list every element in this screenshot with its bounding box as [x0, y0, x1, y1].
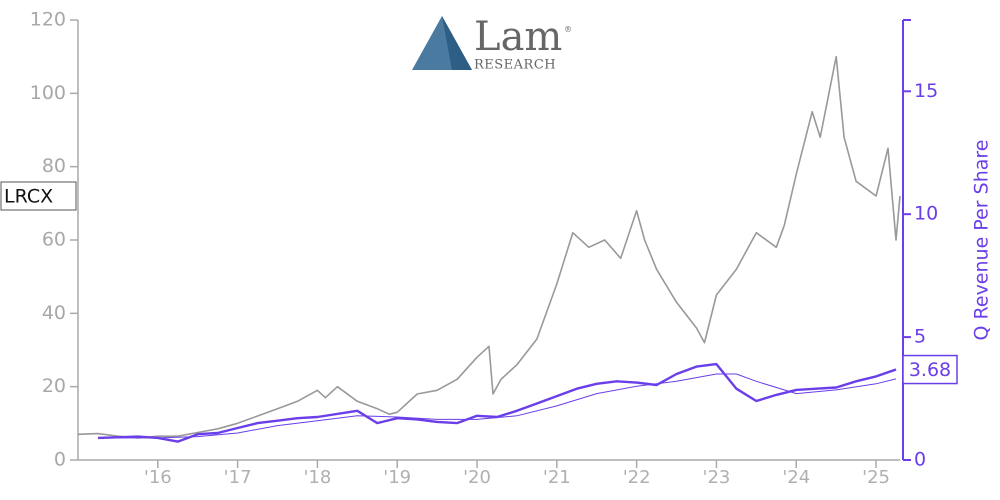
- logo-name: Lam: [474, 14, 562, 60]
- x-tick-label: '17: [224, 467, 252, 488]
- x-tick-label: '25: [862, 467, 890, 488]
- y2-tick-label: 5: [914, 326, 926, 348]
- x-tick-label: '24: [782, 467, 810, 488]
- value-label: 3.68: [909, 359, 951, 381]
- y-tick-label: 0: [54, 449, 66, 471]
- logo-subtitle: RESEARCH: [474, 58, 556, 73]
- series-label-box: [0, 181, 77, 211]
- y-tick-label: 60: [42, 229, 66, 251]
- x-tick-label: '18: [303, 467, 331, 488]
- logo-shade: [442, 16, 472, 70]
- y-tick-label: 120: [30, 9, 66, 31]
- x-tick-label: '20: [463, 467, 491, 488]
- x-tick-label: '22: [623, 467, 651, 488]
- series-line: [97, 362, 897, 443]
- x-tick-label: '16: [144, 467, 172, 488]
- y-tick-label: 20: [42, 375, 66, 397]
- series-line: [77, 55, 901, 439]
- series-label: LRCX: [4, 186, 53, 208]
- y2-tick-label: 10: [914, 203, 938, 225]
- y2-tick-label: 0: [914, 449, 926, 471]
- y-tick-label: 80: [42, 155, 66, 177]
- logo-mark: ®: [564, 25, 572, 34]
- value-label-box: [902, 354, 958, 385]
- x-tick-label: '21: [543, 467, 571, 488]
- series-line: [98, 373, 897, 439]
- y2-tick-label: 15: [914, 80, 938, 102]
- y2-axis-label: Q Revenue Per Share: [971, 140, 993, 341]
- logo: Lam ® RESEARCH: [412, 14, 572, 73]
- y-tick-label: 100: [30, 82, 66, 104]
- y-tick-label: 40: [42, 302, 66, 324]
- x-tick-label: '23: [703, 467, 731, 488]
- x-tick-label: '19: [383, 467, 411, 488]
